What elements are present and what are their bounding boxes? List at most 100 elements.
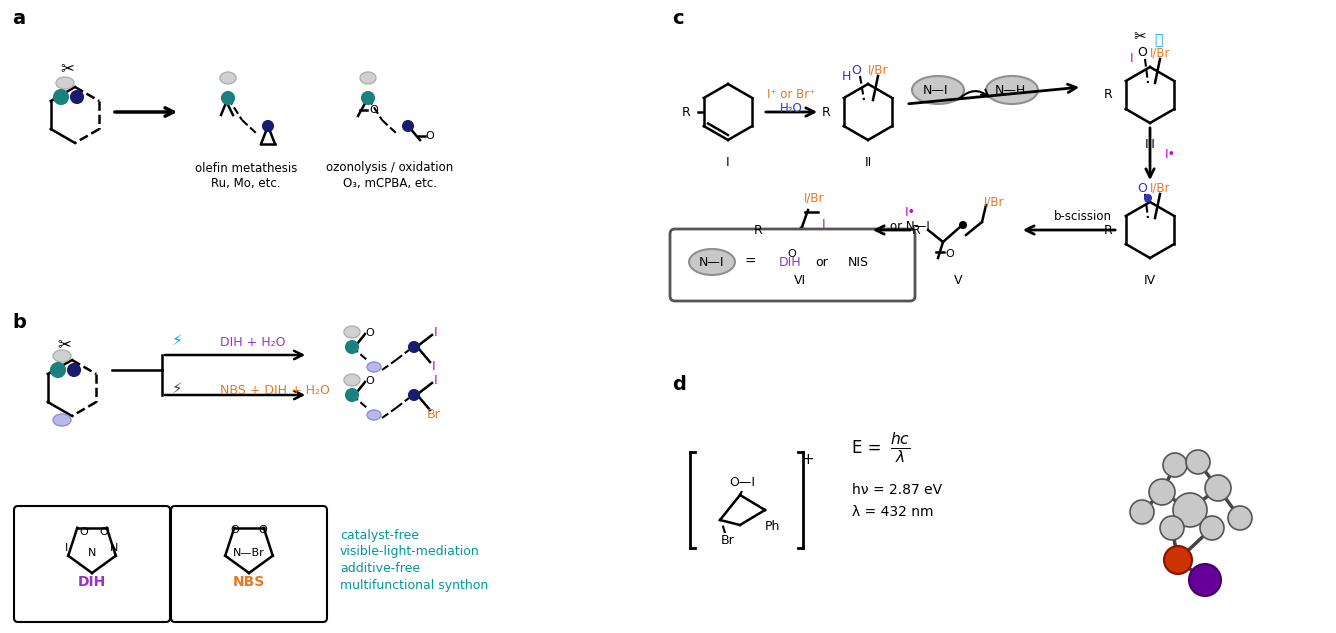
Text: I: I <box>1130 53 1134 65</box>
Text: R: R <box>754 223 763 237</box>
Circle shape <box>346 389 358 401</box>
Text: O₃, mCPBA, etc.: O₃, mCPBA, etc. <box>343 177 437 189</box>
Text: VI: VI <box>794 273 806 287</box>
Circle shape <box>409 342 420 352</box>
Circle shape <box>1186 450 1210 474</box>
Circle shape <box>222 92 234 104</box>
Text: Ph: Ph <box>764 520 780 534</box>
Circle shape <box>1200 516 1224 540</box>
Text: O: O <box>370 105 378 115</box>
Circle shape <box>1205 475 1230 501</box>
Text: hν = 2.87 eV: hν = 2.87 eV <box>852 483 942 497</box>
Text: O: O <box>80 527 88 537</box>
Text: I: I <box>822 218 826 232</box>
Text: Ru, Mo, etc.: Ru, Mo, etc. <box>211 177 281 189</box>
Text: 💧: 💧 <box>1154 33 1162 47</box>
Circle shape <box>68 364 80 376</box>
Text: O: O <box>946 249 954 259</box>
Ellipse shape <box>343 326 359 338</box>
Ellipse shape <box>56 77 73 89</box>
Text: ✂: ✂ <box>60 59 73 77</box>
Text: DIH + H₂O: DIH + H₂O <box>220 337 286 349</box>
Text: H: H <box>842 70 851 84</box>
Text: DIH: DIH <box>77 575 106 589</box>
Text: visible-light-mediation: visible-light-mediation <box>339 546 480 558</box>
Circle shape <box>1160 516 1184 540</box>
Circle shape <box>1164 453 1186 477</box>
Text: O: O <box>1137 182 1146 194</box>
Text: additive-free: additive-free <box>339 563 420 575</box>
FancyBboxPatch shape <box>171 506 327 622</box>
Text: DIH: DIH <box>779 256 802 268</box>
Text: V: V <box>954 273 962 287</box>
Text: O—I: O—I <box>729 477 755 489</box>
Text: I/Br: I/Br <box>1150 182 1170 194</box>
Text: N: N <box>88 548 96 558</box>
Text: N—I: N—I <box>923 84 949 96</box>
Circle shape <box>1189 564 1221 596</box>
Text: $\frac{hc}{\lambda}$: $\frac{hc}{\lambda}$ <box>890 430 910 465</box>
Text: λ = 432 nm: λ = 432 nm <box>852 505 934 519</box>
Text: II: II <box>864 156 871 168</box>
FancyBboxPatch shape <box>669 229 915 301</box>
Circle shape <box>1130 500 1154 524</box>
Text: R: R <box>911 223 921 237</box>
Text: E =: E = <box>852 439 882 457</box>
Text: ozonolysis / oxidation: ozonolysis / oxidation <box>326 161 454 175</box>
Circle shape <box>1149 479 1174 505</box>
Ellipse shape <box>220 72 236 84</box>
Ellipse shape <box>53 414 71 426</box>
Text: NBS + DIH + H₂O: NBS + DIH + H₂O <box>220 384 330 396</box>
Text: NBS: NBS <box>232 575 265 589</box>
Text: R: R <box>1104 223 1113 237</box>
Circle shape <box>403 121 413 131</box>
Text: I: I <box>434 325 438 339</box>
Text: O: O <box>788 249 796 259</box>
Text: c: c <box>672 8 684 27</box>
Circle shape <box>1145 195 1152 201</box>
Text: multifunctional synthon: multifunctional synthon <box>339 579 488 592</box>
FancyBboxPatch shape <box>13 506 170 622</box>
Text: I⁺ or Br⁺: I⁺ or Br⁺ <box>767 89 815 101</box>
Ellipse shape <box>367 362 381 372</box>
Text: I/Br: I/Br <box>1150 46 1170 60</box>
Ellipse shape <box>912 76 965 104</box>
Text: I/Br: I/Br <box>983 196 1005 208</box>
Text: N—H: N—H <box>994 84 1026 96</box>
Circle shape <box>53 90 68 104</box>
Text: O: O <box>259 525 267 535</box>
Text: NIS: NIS <box>847 256 868 268</box>
Circle shape <box>51 363 65 377</box>
Circle shape <box>1228 506 1252 530</box>
Text: a: a <box>12 8 25 27</box>
Text: I/Br: I/Br <box>804 192 824 204</box>
Text: b-scission: b-scission <box>1054 210 1112 223</box>
Text: +: + <box>802 453 815 468</box>
Text: O: O <box>366 376 374 386</box>
Ellipse shape <box>986 76 1038 104</box>
Text: I: I <box>727 156 729 168</box>
Text: catalyst-free: catalyst-free <box>339 529 420 541</box>
Text: ✂: ✂ <box>1134 30 1146 44</box>
Text: IV: IV <box>1144 273 1156 287</box>
Text: N—Br: N—Br <box>232 548 265 558</box>
Ellipse shape <box>367 410 381 420</box>
Text: d: d <box>672 375 685 394</box>
Text: I: I <box>64 543 68 553</box>
Text: I: I <box>432 360 436 372</box>
Text: I•: I• <box>904 206 915 218</box>
Text: ⚡: ⚡ <box>172 380 183 396</box>
Circle shape <box>71 91 83 103</box>
Text: R: R <box>1104 89 1113 101</box>
Ellipse shape <box>689 249 735 275</box>
Text: ✂: ✂ <box>57 335 71 353</box>
Ellipse shape <box>359 72 375 84</box>
Circle shape <box>1164 546 1192 574</box>
Text: N: N <box>110 543 118 553</box>
Text: O: O <box>100 527 108 537</box>
Circle shape <box>961 222 966 228</box>
Text: H₂O: H₂O <box>780 103 803 115</box>
Circle shape <box>1165 547 1190 573</box>
Circle shape <box>1173 493 1206 527</box>
Text: O: O <box>851 63 860 77</box>
